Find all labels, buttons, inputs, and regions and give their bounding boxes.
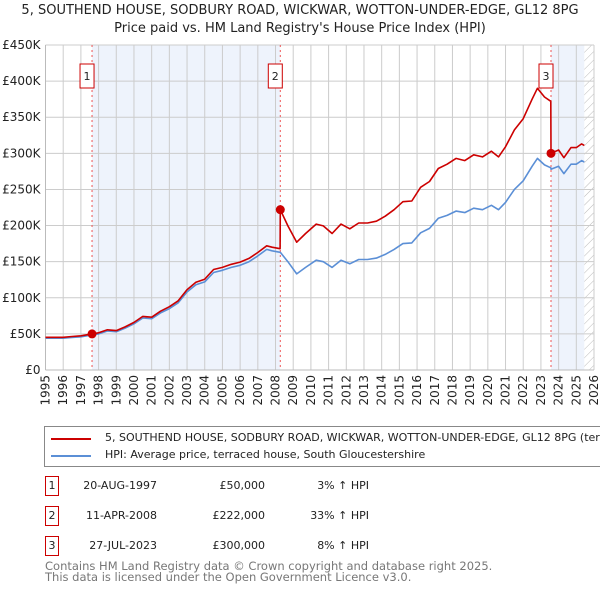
x-tick-label: 2015 <box>392 375 406 406</box>
y-tick-label: £200K <box>2 219 42 233</box>
x-tick-label: 2023 <box>534 375 548 406</box>
sale-hpi-diff: 3% ↑ HPI <box>317 479 369 492</box>
sale-row: 2 11-APR-2008 £222,000 33% ↑ HPI <box>45 506 385 528</box>
sale-date: 11-APR-2008 <box>85 509 157 522</box>
x-tick-label: 2021 <box>499 375 513 406</box>
x-tick-label: 2020 <box>481 375 495 406</box>
sale-marker-box <box>79 63 95 89</box>
sale-point <box>546 148 556 158</box>
footer-copyright: Contains HM Land Registry data © Crown c… <box>45 559 493 573</box>
x-tick-label: 2004 <box>198 375 212 406</box>
x-tick-label: 2018 <box>445 375 459 406</box>
x-tick-label: 2008 <box>269 375 283 406</box>
sale-hpi-diff: 8% ↑ HPI <box>317 539 369 552</box>
sale-price: £222,000 <box>212 509 266 522</box>
x-tick-label: 2001 <box>145 375 159 406</box>
x-tick-label: 2011 <box>322 375 336 406</box>
x-tick-label: 2019 <box>463 375 477 406</box>
sale-date: 20-AUG-1997 <box>83 479 157 492</box>
sale-marker-label: 1 <box>84 70 91 83</box>
sale-row: 3 27-JUL-2023 £300,000 8% ↑ HPI <box>45 536 385 558</box>
x-tick-label: 1995 <box>39 375 53 406</box>
legend-label-property: 5, SOUTHEND HOUSE, SODBURY ROAD, WICKWAR… <box>105 431 600 444</box>
x-tick-label: 2000 <box>127 375 141 406</box>
y-tick-label: £0 <box>25 363 40 377</box>
y-tick-label: £300K <box>2 146 42 160</box>
legend: 5, SOUTHEND HOUSE, SODBURY ROAD, WICKWAR… <box>44 426 600 467</box>
sale-date: 27-JUL-2023 <box>89 539 157 552</box>
x-tick-label: 2017 <box>428 375 442 406</box>
sale-price: £300,000 <box>212 539 266 552</box>
x-tick-label: 2026 <box>587 375 600 406</box>
x-tick-label: 2025 <box>569 375 583 406</box>
hpi-line <box>45 157 585 340</box>
x-tick-label: 2002 <box>162 375 176 406</box>
sale-marker-box <box>267 63 283 89</box>
x-tick-label: 2009 <box>286 375 300 406</box>
x-tick-label: 2014 <box>375 375 389 406</box>
x-tick-label: 1999 <box>109 375 123 406</box>
x-tick-label: 2024 <box>552 375 566 406</box>
sale-number-badge: 2 <box>45 506 59 526</box>
legend-swatch-hpi <box>51 455 91 457</box>
sale-row: 1 20-AUG-1997 £50,000 3% ↑ HPI <box>45 476 385 498</box>
y-tick-label: £100K <box>2 291 42 305</box>
y-tick-label: £450K <box>2 38 42 52</box>
y-tick-label: £350K <box>2 110 42 124</box>
x-tick-label: 2006 <box>233 375 247 406</box>
chart-title: 5, SOUTHEND HOUSE, SODBURY ROAD, WICKWAR… <box>21 3 579 18</box>
sale-marker-label: 2 <box>272 70 279 83</box>
y-tick-label: £50K <box>10 327 42 341</box>
legend-swatch-property <box>51 438 91 440</box>
x-tick-label: 1998 <box>92 375 106 406</box>
property-price-line <box>45 87 585 339</box>
x-tick-label: 2010 <box>304 375 318 406</box>
x-tick-label: 1996 <box>56 375 70 406</box>
y-tick-label: £400K <box>2 74 42 88</box>
shaded-ownership-period <box>92 45 281 370</box>
y-tick-label: £250K <box>2 182 42 196</box>
x-tick-label: 2005 <box>215 375 229 406</box>
price-chart: £0 £50K £100K £150K £200K £250K £300K £350K £400… <box>2 38 600 406</box>
x-tick-label: 2022 <box>516 375 530 406</box>
sale-price: £50,000 <box>219 479 266 492</box>
legend-label-hpi: HPI: Average price, terraced house, Sout… <box>105 448 426 461</box>
shaded-ownership-period <box>551 45 585 370</box>
sale-point <box>275 205 285 215</box>
sale-marker-label: 3 <box>543 70 550 83</box>
x-tick-label: 2003 <box>180 375 194 406</box>
y-tick-label: £150K <box>2 255 42 269</box>
sale-marker-box <box>538 63 554 89</box>
x-tick-label: 2007 <box>251 375 265 406</box>
chart-subtitle: Price paid vs. HM Land Registry's House … <box>114 21 486 36</box>
footer-licence: This data is licensed under the Open Gov… <box>45 570 412 584</box>
sale-number-badge: 3 <box>45 536 59 556</box>
x-tick-label: 2013 <box>357 375 371 406</box>
x-tick-label: 2012 <box>339 375 353 406</box>
x-tick-label: 2016 <box>410 375 424 406</box>
x-tick-label: 1997 <box>74 375 88 406</box>
sale-number-badge: 1 <box>45 476 59 496</box>
sale-point <box>87 329 97 339</box>
hatched-future-region <box>584 45 594 370</box>
sale-hpi-diff: 33% ↑ HPI <box>310 509 369 522</box>
